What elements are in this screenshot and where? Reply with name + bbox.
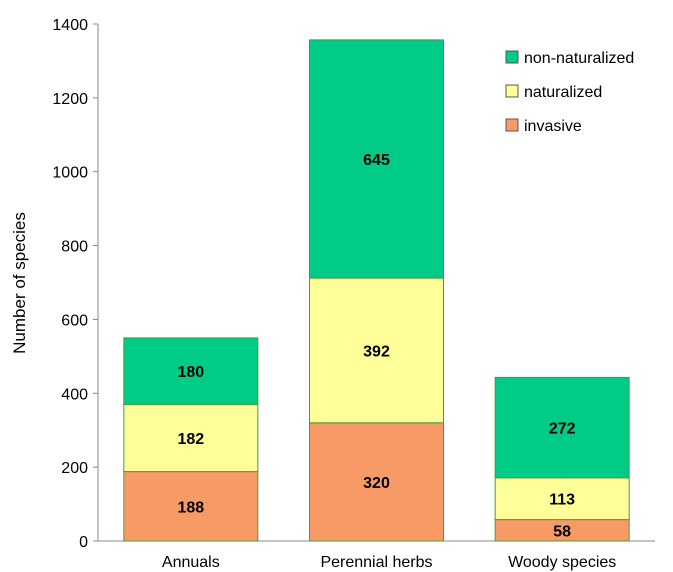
data-label-naturalized: 113 [549, 492, 575, 509]
legend-label-naturalized: naturalized [524, 84, 602, 101]
data-label-non-naturalized: 272 [549, 421, 576, 438]
x-tick-label: Annuals [162, 554, 220, 571]
legend: non-naturalized naturalized invasive [505, 50, 634, 135]
y-axis-ticks: 0 200 400 600 800 1000 1200 1400 [52, 17, 98, 551]
legend-label-invasive: invasive [524, 118, 582, 135]
y-tick-label: 1200 [52, 91, 88, 108]
y-tick-label: 400 [61, 386, 88, 403]
bar-segment-invasive [309, 422, 444, 542]
legend-swatch-non-naturalized [505, 50, 519, 64]
legend-swatch-naturalized [505, 84, 519, 98]
x-tick-label: Perennial herbs [320, 554, 432, 571]
y-tick-label: 800 [61, 239, 88, 256]
data-label-naturalized: 182 [177, 431, 204, 448]
bar-segment-naturalized [309, 277, 444, 424]
y-tick-label: 0 [79, 534, 88, 551]
y-tick-label: 600 [61, 312, 88, 329]
data-label-invasive: 58 [553, 523, 571, 540]
bar-segment-naturalized [494, 477, 630, 521]
data-label-naturalized: 392 [363, 343, 390, 360]
bar-segment-naturalized [123, 403, 259, 473]
legend-label-non-naturalized: non-naturalized [524, 50, 634, 67]
legend-swatch-invasive [505, 118, 519, 132]
bar-segment-non-naturalized [494, 376, 630, 479]
x-axis-labels: Annuals Perennial herbs Woody species [162, 554, 616, 571]
data-label-invasive: 188 [177, 499, 204, 516]
data-label-invasive: 320 [363, 475, 390, 492]
bars: 188 182 180 320 392 645 58 113 272 [123, 39, 630, 542]
bar-segment-non-naturalized [309, 39, 444, 279]
y-tick-label: 200 [61, 460, 88, 477]
bar-segment-non-naturalized [123, 337, 259, 405]
y-axis-title: Number of species [10, 212, 29, 354]
y-tick-label: 1400 [52, 17, 88, 34]
data-label-non-naturalized: 645 [363, 152, 390, 169]
data-label-non-naturalized: 180 [177, 364, 204, 381]
y-tick-label: 1000 [52, 165, 88, 182]
x-tick-label: Woody species [508, 554, 616, 571]
